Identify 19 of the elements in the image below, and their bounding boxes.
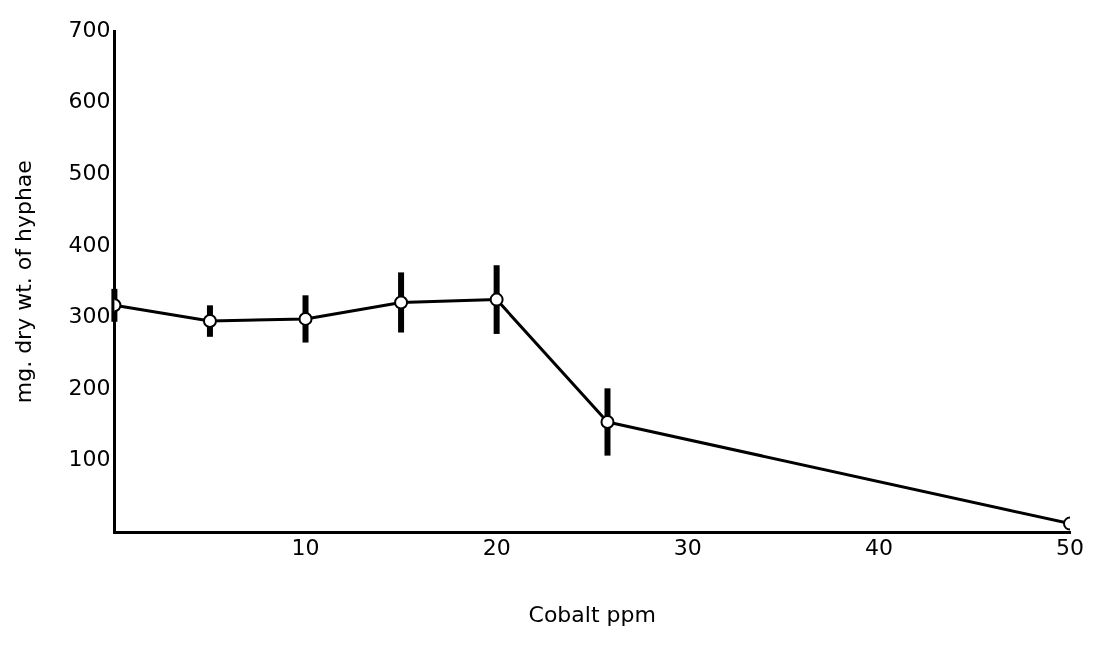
x-tick-label: 20	[482, 535, 511, 561]
x-tick-label: 50	[1056, 535, 1084, 561]
y-tick-label: 400	[68, 231, 111, 257]
point	[600, 414, 615, 429]
y-tick-label: 300	[68, 303, 111, 329]
point	[489, 292, 504, 307]
point	[394, 295, 409, 310]
y-tick-label: 500	[68, 160, 111, 186]
x-tick-label: 30	[673, 535, 702, 561]
y-axis-title: mg. dry wt. of hyphae	[10, 160, 36, 404]
point	[202, 314, 217, 329]
y-tick-label: 600	[68, 88, 111, 114]
y-tick-label: 700	[68, 16, 111, 42]
x-axis-title: Cobalt ppm	[528, 601, 656, 627]
point	[298, 311, 313, 326]
x-tick-label: 40	[864, 535, 893, 561]
y-tick-label: 100	[68, 446, 111, 472]
y-tick-label: 200	[68, 374, 111, 400]
x-tick-label: 10	[291, 535, 320, 561]
